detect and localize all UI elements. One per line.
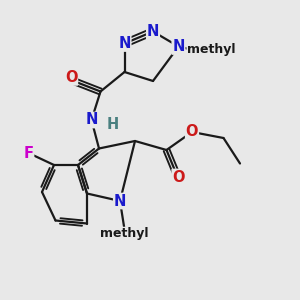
- Text: N: N: [172, 39, 185, 54]
- Text: N: N: [85, 112, 98, 128]
- Text: N: N: [114, 194, 126, 208]
- Text: N: N: [147, 24, 159, 39]
- Text: methyl: methyl: [187, 43, 236, 56]
- Text: O: O: [186, 124, 198, 140]
- Text: H: H: [106, 117, 119, 132]
- Text: methyl: methyl: [100, 227, 149, 241]
- Text: O: O: [65, 70, 77, 85]
- Text: N: N: [118, 36, 131, 51]
- Text: F: F: [23, 146, 34, 160]
- Text: O: O: [172, 169, 185, 184]
